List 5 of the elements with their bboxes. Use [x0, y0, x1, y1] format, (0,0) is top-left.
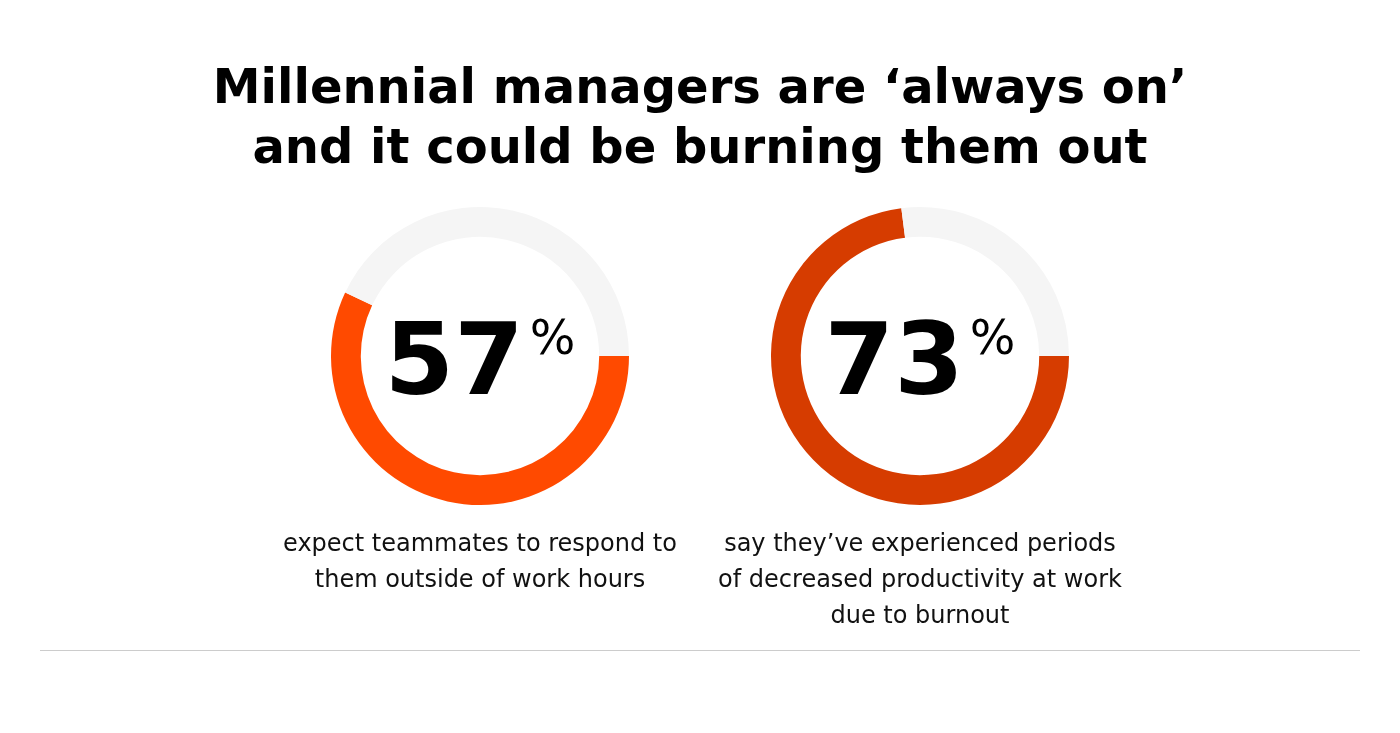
text: expect teammates to respond to them outside of work hours — [282, 528, 678, 595]
chart-title: Millennial managers are ‘always on’ and it could be burning them out — [211, 57, 1189, 176]
text: say they’ve experienced periods of decreased productivity at work due to burnout — [717, 528, 1123, 631]
data-label: 57% — [384, 301, 576, 418]
data-label: 73% — [824, 301, 1016, 418]
